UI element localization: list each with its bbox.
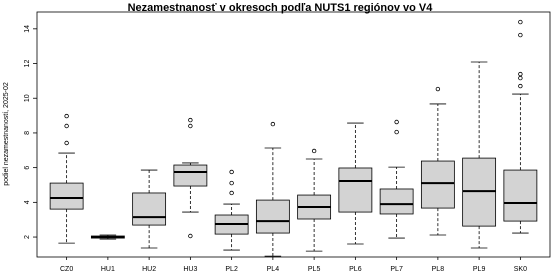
outlier [394,119,399,125]
box [338,167,373,213]
outlier [518,83,523,89]
y-tick-label: 10 [24,94,31,102]
outlier [518,75,523,81]
y-tick-label: 4 [24,200,31,204]
x-tick-label: HU2 [142,266,156,273]
outlier [188,117,193,123]
outlier [518,19,523,25]
outlier [311,148,317,154]
box [462,157,497,227]
box [379,188,414,215]
y-tick-label: 2 [24,235,31,239]
x-tick-label: PL6 [349,266,362,273]
box [503,169,538,222]
box [420,160,455,209]
outlier [188,123,193,129]
outlier [229,169,234,175]
box [49,182,84,210]
y-axis-label: podiel nezamestnaností, 2025-02 [3,82,10,186]
outlier [188,233,193,239]
y-tick-label: 6 [24,166,31,170]
chart-title: Nezamestnanosť v okresoch podľa NUTS1 re… [128,2,434,14]
outlier [270,121,276,127]
x-tick-label: PL2 [225,266,238,273]
y-tick-label: 8 [24,131,31,135]
x-tick-label: PL4 [267,266,280,273]
x-tick-label: SK0 [514,266,527,273]
outlier [229,180,234,186]
x-tick-label: HU3 [183,266,197,273]
x-tick-label: HU1 [101,266,115,273]
outlier [64,123,69,129]
plot-frame [36,11,551,258]
outlier [435,86,441,92]
y-tick-label: 12 [24,60,31,68]
outlier [518,71,523,77]
box [255,199,290,234]
y-tick-label: 14 [24,25,31,33]
box [132,192,167,226]
x-tick-label: PL9 [473,266,486,273]
x-tick-label: PL7 [390,266,403,273]
x-tick-label: PL8 [432,266,445,273]
x-tick-label: PL5 [308,266,321,273]
box [173,164,208,187]
outlier [394,129,399,135]
outlier [518,32,523,38]
outlier [229,190,234,196]
outlier [64,140,69,146]
outlier [64,113,69,119]
x-tick-label: CZ0 [60,266,73,273]
